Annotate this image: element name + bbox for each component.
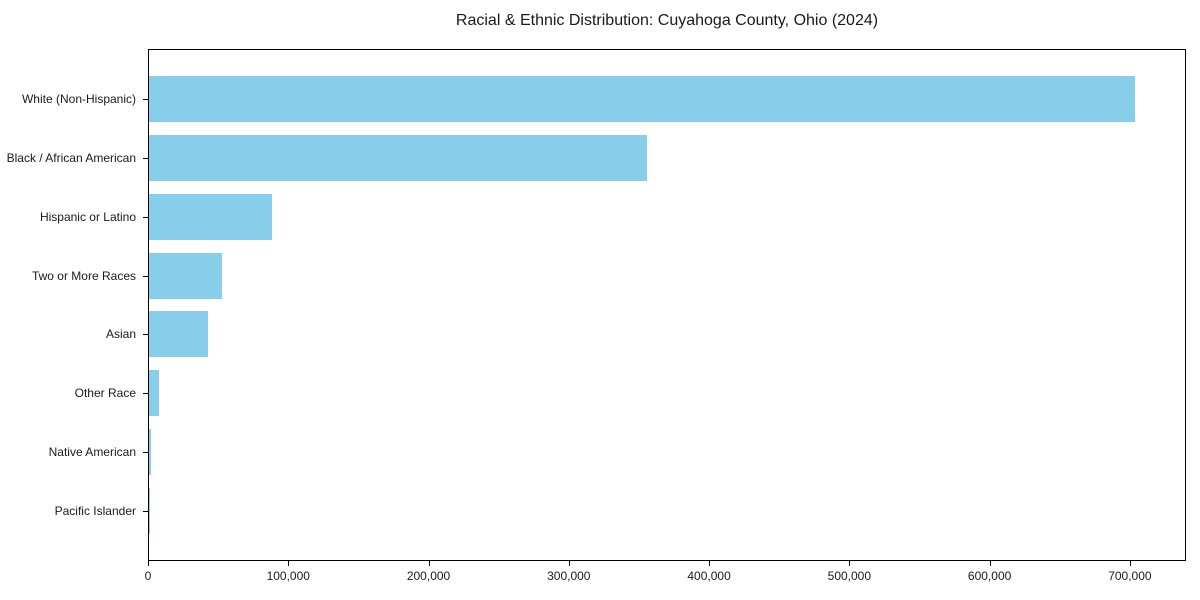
y-tick-label: Pacific Islander bbox=[54, 504, 136, 519]
y-tick-label: Two or More Races bbox=[31, 268, 136, 283]
x-axis-tick bbox=[709, 560, 711, 566]
y-axis-tick bbox=[143, 275, 148, 277]
bar bbox=[149, 429, 151, 476]
x-tick-label: 500,000 bbox=[827, 569, 872, 583]
y-tick-label: Asian bbox=[105, 327, 136, 342]
y-tick-label: Native American bbox=[48, 445, 136, 460]
bar bbox=[149, 311, 208, 358]
y-tick-label: Black / African American bbox=[6, 150, 136, 165]
x-axis-tick bbox=[989, 560, 991, 566]
y-axis-tick bbox=[143, 511, 148, 513]
y-axis-tick bbox=[143, 334, 148, 336]
chart-title: Racial & Ethnic Distribution: Cuyahoga C… bbox=[455, 12, 879, 29]
y-tick-label: White (Non-Hispanic) bbox=[21, 91, 136, 106]
plot-area bbox=[148, 49, 1186, 561]
y-axis-tick bbox=[143, 98, 148, 100]
x-tick-label: 200,000 bbox=[406, 569, 451, 583]
x-axis-tick bbox=[568, 560, 570, 566]
y-axis-tick bbox=[143, 157, 148, 159]
bar bbox=[149, 134, 648, 181]
x-tick-label: 600,000 bbox=[967, 569, 1012, 583]
y-tick-label: Other Race bbox=[74, 386, 136, 401]
bar bbox=[149, 252, 222, 299]
x-tick-label: 100,000 bbox=[266, 569, 310, 583]
x-tick-label: 400,000 bbox=[687, 569, 731, 583]
y-axis-tick bbox=[143, 393, 148, 395]
bar bbox=[149, 370, 160, 417]
x-tick-label: 0 bbox=[144, 569, 152, 583]
x-axis-tick bbox=[288, 560, 290, 566]
y-tick-label: Hispanic or Latino bbox=[39, 209, 136, 224]
x-tick-label: 300,000 bbox=[547, 569, 591, 583]
x-axis-tick bbox=[849, 560, 851, 566]
x-axis-tick bbox=[1129, 560, 1131, 566]
bar bbox=[149, 193, 273, 240]
bar bbox=[149, 75, 1135, 122]
x-axis-tick bbox=[148, 560, 149, 566]
y-axis-tick bbox=[143, 452, 148, 454]
x-axis-tick bbox=[428, 560, 430, 566]
x-tick-label: 700,000 bbox=[1108, 569, 1152, 583]
y-axis-tick bbox=[143, 216, 148, 218]
